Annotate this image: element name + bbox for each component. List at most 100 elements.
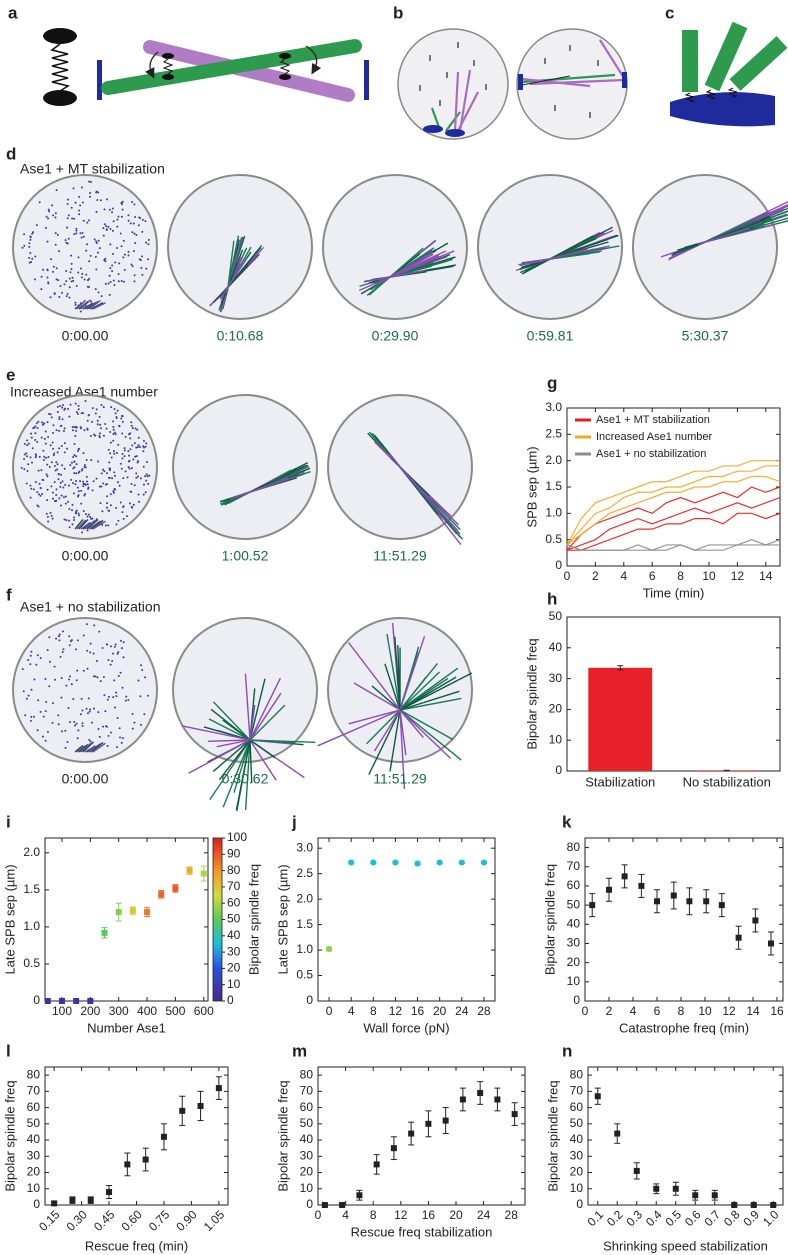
y-tick-label: 60 (567, 878, 581, 892)
crosslinker-dot (58, 429, 61, 432)
crosslinker-dot (94, 412, 97, 415)
x-tick-label: 0.5 (662, 1207, 684, 1229)
crosslinker-dot (133, 274, 136, 277)
crosslinker-dot (127, 465, 130, 468)
point (44, 998, 51, 1004)
point (321, 1202, 328, 1208)
point (200, 870, 207, 877)
crosslinker-dot (131, 444, 134, 447)
microtubule (220, 236, 243, 312)
crosslinker-dot (111, 659, 114, 662)
crosslinker-dot (96, 423, 99, 426)
crosslinker-dot (124, 699, 127, 702)
crosslinker-dot (55, 278, 58, 281)
trace (567, 512, 781, 551)
crosslinker-dot (88, 738, 91, 741)
y-tick-label: 50 (570, 1116, 584, 1130)
crosslinker-dot (65, 447, 68, 450)
crosslinker-dot (47, 456, 50, 459)
crosslinker-dot (130, 482, 133, 485)
crosslinker-dot (73, 233, 76, 236)
y-tick-label: 0 (306, 1197, 313, 1211)
crosslinker-dot (27, 442, 30, 445)
spb (445, 129, 465, 137)
crosslinker-dot (86, 428, 89, 431)
crosslinker-dot (144, 475, 147, 478)
microtubule (218, 739, 251, 781)
crosslinker-dot (77, 404, 80, 407)
microtubule (181, 725, 251, 741)
microtubule (92, 742, 106, 753)
crosslinker-dot (119, 639, 122, 642)
crosslinker-dot (75, 284, 78, 287)
crosslinker-dot (52, 497, 55, 500)
crosslinker-dot (80, 276, 83, 279)
point (124, 1161, 131, 1168)
crosslinker-dot (86, 515, 89, 518)
x-tick-label: 4 (342, 1208, 349, 1222)
crosslinker-dot (131, 201, 134, 204)
crosslinker-dot (143, 713, 146, 716)
crosslinker-dot (99, 199, 102, 202)
crosslinker-dot (27, 694, 30, 697)
motor-head (43, 90, 77, 106)
microtubule (249, 678, 266, 741)
y-tick-label: 30 (570, 1148, 584, 1162)
crosslinker-dot (107, 282, 110, 285)
x-tick-label: 8 (370, 1208, 377, 1222)
microtubule (519, 234, 619, 271)
y-tick-label: 2.0 (545, 453, 562, 467)
crosslinker-dot (113, 431, 116, 434)
crosslinker-dot (29, 496, 32, 499)
crosslinker-dot (80, 697, 83, 700)
y-tick-label: 1.5 (545, 479, 562, 493)
crosslinker-dot (130, 263, 133, 266)
crosslinker-dot (98, 485, 101, 488)
crosslinker-dot (120, 245, 123, 248)
crosslinker-dot (37, 420, 40, 423)
colorbar-tick-label: 80 (227, 863, 241, 877)
crosslinker-dot (53, 452, 56, 455)
crosslinker-dot (131, 265, 134, 268)
panel-label: j (291, 812, 297, 831)
crosslinker-dot (61, 406, 64, 409)
crosslinker-dot (120, 417, 123, 420)
timestamp: 0:00.00 (62, 548, 109, 564)
microtubule (521, 235, 594, 275)
microtubule (219, 249, 244, 308)
microtubule (249, 692, 282, 741)
crosslinker-dot (127, 250, 130, 253)
crosslinker-dot (80, 186, 83, 189)
point (477, 1089, 484, 1096)
crosslinker-dot (98, 247, 101, 250)
crosslinker-dot (106, 472, 109, 475)
crosslinker-dot (148, 474, 151, 477)
point (370, 859, 377, 866)
crosslinker-dot (121, 453, 124, 456)
crosslinker-dot (23, 458, 26, 461)
microtubule (212, 701, 251, 741)
crosslinker-dot (104, 524, 107, 527)
crosslinker-dot (64, 729, 67, 732)
plot-frame (584, 837, 784, 1002)
microtubule (88, 520, 101, 530)
point (494, 1096, 501, 1103)
crosslinker-dot (119, 671, 122, 674)
timestamp: 0:29.90 (372, 328, 419, 344)
crosslinker-dot (62, 430, 65, 433)
crosslinker-dot (72, 697, 75, 700)
crosslinker-dot (97, 728, 100, 731)
microtubule (188, 739, 251, 774)
crosslinker-dot (59, 404, 62, 407)
panel-label: n (562, 1041, 572, 1060)
crosslinker-dot (29, 719, 32, 722)
crosslinker-dot (88, 277, 91, 280)
y-tick-label: 0 (576, 1197, 583, 1211)
crosslinker-dot (142, 445, 145, 448)
crosslinker-dot (33, 488, 36, 491)
crosslinker-dot (131, 427, 134, 430)
crosslinker-dot (74, 434, 77, 437)
x-axis-label: Time (min) (643, 585, 705, 600)
crosslinker-dot (112, 420, 115, 423)
error-bar (617, 665, 624, 671)
